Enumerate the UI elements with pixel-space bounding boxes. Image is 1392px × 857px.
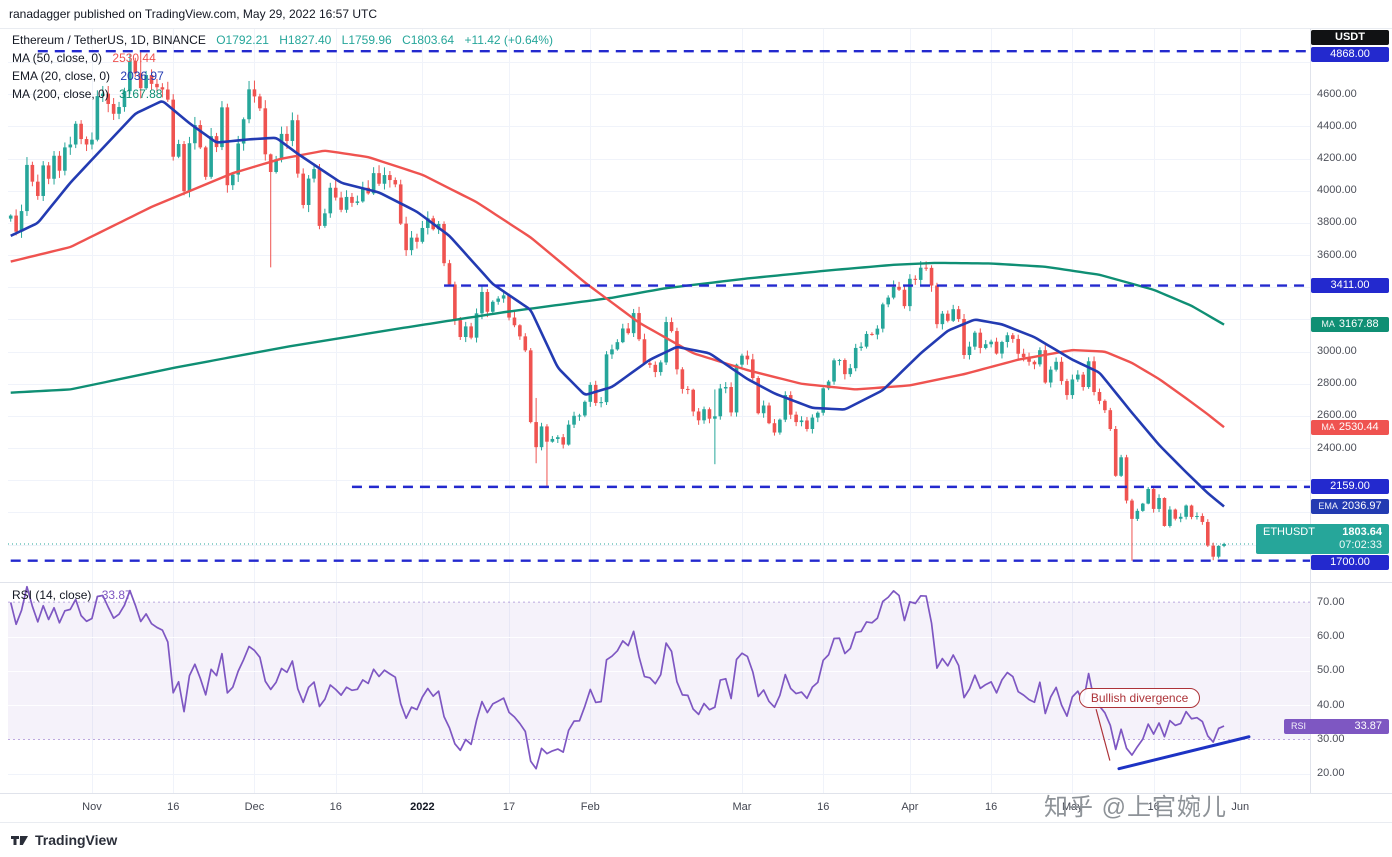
ma50-legend-label: MA (50, close, 0) <box>12 51 103 65</box>
rsi-axis-badge: RSI 33.87 <box>1284 718 1389 734</box>
time-axis-label: Jun <box>1231 801 1250 813</box>
rsi-legend-value: 33.87 <box>101 588 132 602</box>
time-axis-label: 16 <box>329 801 342 813</box>
ema-tag: EMA <box>1318 501 1338 511</box>
time-axis[interactable]: Nov 16 Dec 16 2022 17 Feb Mar 16 Apr 16 May 16 Jun <box>0 793 1310 823</box>
rsi-axis-label: 60.00 <box>1317 630 1345 642</box>
ohlc-change: +11.42 (+0.64%) <box>464 33 553 47</box>
rsi-legend-row[interactable]: RSI (14, close) 33.87 <box>12 588 132 606</box>
time-axis-label: 16 <box>985 801 998 813</box>
price-axis-label: 4600.00 <box>1317 87 1357 100</box>
tradingview-logo-icon[interactable] <box>11 832 29 848</box>
publish-header-text: ranadagger published on TradingView.com,… <box>9 7 378 21</box>
ohlc-high: H1827.40 <box>279 33 332 47</box>
time-axis-label: Nov <box>82 801 102 813</box>
symbol-title: Ethereum / TetherUS, 1D, BINANCE <box>12 33 206 47</box>
level-badge-4868: 4868.00 <box>1311 46 1389 62</box>
ma50-legend-row[interactable]: MA (50, close, 0) 2530.44 <box>12 49 553 67</box>
ma200-legend-label: MA (200, close, 0) <box>12 87 109 101</box>
ma50-badge-value: 2530.44 <box>1338 420 1379 433</box>
rsi-axis-label: 40.00 <box>1317 698 1345 711</box>
ma50-axis-badge: MA 2530.44 <box>1311 419 1389 435</box>
price-axis-label: 3000.00 <box>1317 345 1357 358</box>
level-badge-2159: 2159.00 <box>1311 479 1389 495</box>
rsi-legend-label: RSI (14, close) <box>12 588 92 602</box>
price-axis-label: 2400.00 <box>1317 441 1357 454</box>
time-axis-label: Mar <box>732 801 752 813</box>
price-axis-label: 4000.00 <box>1317 184 1357 197</box>
rsi-axis-label: 20.00 <box>1317 767 1345 780</box>
rsi-axis-label: 50.00 <box>1317 664 1345 677</box>
time-axis-label: Feb <box>580 801 600 813</box>
ma50-legend-value: 2530.44 <box>112 51 156 65</box>
tradingview-brand-text[interactable]: TradingView <box>35 832 118 848</box>
symbol-legend-row[interactable]: Ethereum / TetherUS, 1D, BINANCE O1792.2… <box>12 31 553 49</box>
ema20-axis-badge: EMA 2036.97 <box>1311 499 1389 514</box>
last-price-badge: ETHUSDT 1803.64 07:02:33 <box>1256 524 1389 555</box>
bullish-divergence-label[interactable]: Bullish divergence <box>1078 688 1201 708</box>
ma200-legend-row[interactable]: MA (200, close, 0) 3167.88 <box>12 85 553 103</box>
time-axis-label: Apr <box>901 801 919 813</box>
ema20-legend-label: EMA (20, close, 0) <box>12 69 111 83</box>
price-axis-label: 4200.00 <box>1317 152 1357 165</box>
price-axis-label: 3800.00 <box>1317 216 1357 229</box>
ma200-badge-value: 3167.88 <box>1338 318 1379 331</box>
last-price-value: 1803.64 <box>1342 526 1382 539</box>
price-axis-label: 2800.00 <box>1317 377 1357 390</box>
time-axis-label: 16 <box>167 801 180 813</box>
main-chart-legend: Ethereum / TetherUS, 1D, BINANCE O1792.2… <box>12 31 553 103</box>
rsi-tag: RSI <box>1291 720 1307 731</box>
ma-tag: MA <box>1321 319 1335 330</box>
rsi-axis-label: 70.00 <box>1317 595 1345 608</box>
ma200-legend-value: 3167.88 <box>119 87 163 101</box>
price-axis-label: 2600.00 <box>1317 409 1357 422</box>
ohlc-close: C1803.64 <box>402 33 455 47</box>
price-axis[interactable]: 4600.00 4400.00 4200.00 4000.00 3800.00 3600.… <box>1310 0 1392 793</box>
ma-tag: MA <box>1321 421 1335 432</box>
ema20-legend-row[interactable]: EMA (20, close, 0) 2036.97 <box>12 67 553 85</box>
ohlc-open: O1792.21 <box>216 33 269 47</box>
time-axis-label: Dec <box>244 801 265 813</box>
symbol-chip: ETHUSDT <box>1263 526 1315 539</box>
ema20-legend-value: 2036.97 <box>120 69 164 83</box>
time-axis-label: 16 <box>1147 801 1160 813</box>
ma200-axis-badge: MA 3167.88 <box>1311 317 1389 333</box>
time-axis-label: 16 <box>817 801 830 813</box>
time-axis-label: May <box>1061 801 1083 813</box>
ema20-badge-value: 2036.97 <box>1341 500 1382 512</box>
bar-countdown: 07:02:33 <box>1339 539 1382 552</box>
rsi-axis-label: 30.00 <box>1317 733 1345 745</box>
footer: TradingView <box>0 822 1392 857</box>
time-axis-label: 2022 <box>410 801 435 813</box>
rsi-badge-value: 33.87 <box>1354 719 1382 732</box>
level-badge-3411: 3411.00 <box>1311 278 1389 294</box>
price-axis-label: 4400.00 <box>1317 119 1357 132</box>
time-axis-label: 17 <box>502 801 516 813</box>
price-axis-label: 3600.00 <box>1317 248 1357 261</box>
level-badge-1700: 1700.00 <box>1311 555 1389 571</box>
publish-header: ranadagger published on TradingView.com,… <box>0 0 1392 29</box>
watermark: 知乎 @上官婉儿 <box>1044 794 1228 821</box>
axis-currency-badge: USDT <box>1311 30 1389 45</box>
ohlc-low: L1759.96 <box>341 33 392 47</box>
